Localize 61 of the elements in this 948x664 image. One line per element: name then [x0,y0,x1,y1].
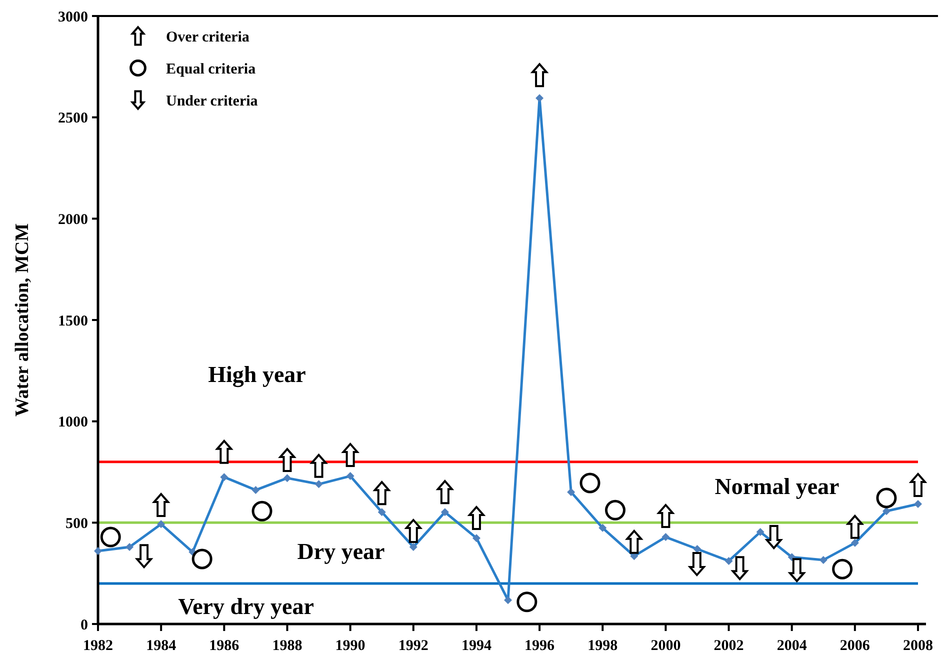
point [192,548,212,570]
point [504,596,512,604]
annotation: Very dry year [178,594,314,620]
point [252,486,260,494]
point [472,534,480,542]
y-tick-label: 0 [80,617,88,634]
point [788,553,796,562]
point [756,528,764,536]
point [819,556,828,564]
point [252,500,272,522]
y-tick-label: 1000 [58,414,88,431]
point [126,542,134,551]
y-tick-label: 2000 [58,212,88,228]
legend-label: Under criteria [166,93,258,110]
point [662,533,670,542]
point [346,472,354,480]
point [604,500,626,520]
point [157,520,166,528]
point [914,500,922,508]
point [724,556,733,565]
x-tick-label: 1988 [272,638,302,654]
point [832,558,853,580]
point [440,508,449,516]
annotation: High year [208,362,306,388]
x-tick-label: 1982 [83,638,113,654]
point [409,542,418,551]
legend-label: Over criteria [166,29,250,46]
y-tick-label: 500 [66,516,88,532]
y-axis-title: Water allocation, MCM [12,223,33,417]
x-tick-label: 2008 [903,638,933,654]
x-tick-label: 2000 [650,638,681,654]
point [882,507,890,516]
point [283,474,292,482]
x-tick-label: 2006 [840,638,870,654]
y-tick-label: 3000 [58,9,88,26]
legend-label: Equal criteria [166,61,256,78]
x-tick-label: 1986 [209,638,240,654]
x-tick-label: 2002 [714,638,744,654]
point [378,508,386,516]
y-tick-label: 2500 [58,110,88,127]
x-tick-label: 1990 [335,638,366,654]
point [876,488,897,508]
point [94,547,102,556]
point [580,472,600,494]
x-tick-label: 1992 [398,638,428,654]
annotation: Normal year [714,474,840,500]
x-tick-label: 1994 [461,638,492,654]
x-tick-label: 1984 [146,638,177,654]
point [567,488,576,496]
point [516,592,538,612]
point [100,526,121,548]
point [314,480,323,488]
x-tick-label: 1998 [588,638,618,654]
y-tick-label: 1500 [58,313,88,330]
point [220,473,228,482]
x-tick-label: 1996 [524,638,556,654]
annotation: Dry year [297,539,385,564]
point [850,538,859,547]
point [536,94,544,102]
x-tick-label: 2004 [776,638,808,654]
point [598,524,607,532]
